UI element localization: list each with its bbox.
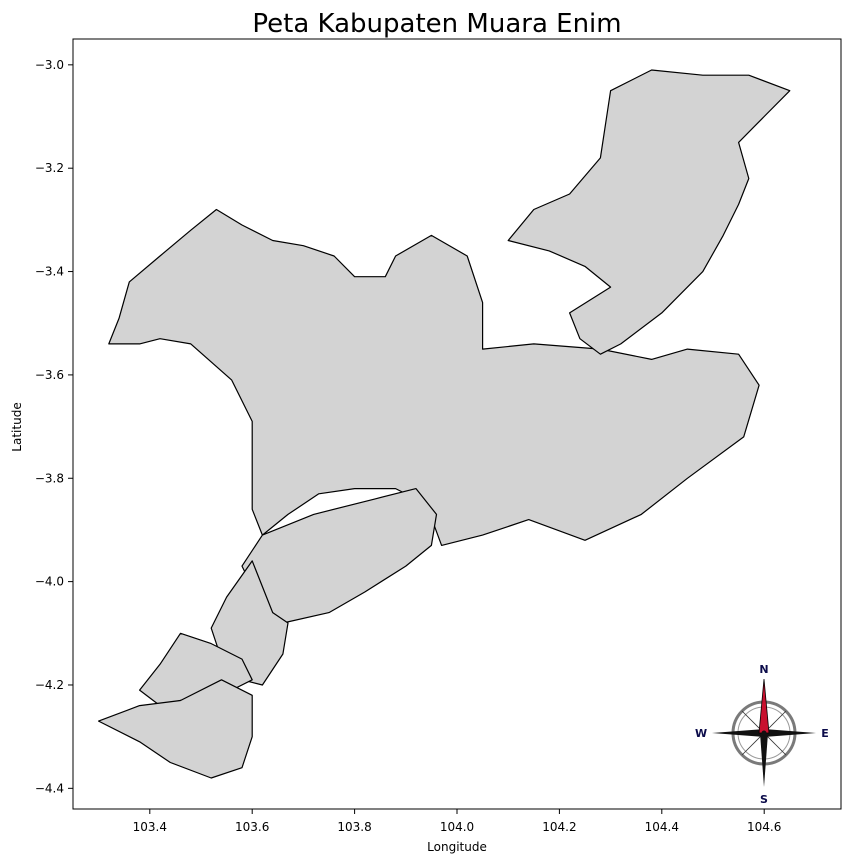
region-2 bbox=[507, 69, 791, 355]
map-title: Peta Kabupaten Muara Enim bbox=[252, 9, 621, 39]
x-tick-label: 103.8 bbox=[337, 820, 371, 834]
compass-label-n: N bbox=[759, 663, 768, 676]
y-tick-label: −3.6 bbox=[35, 368, 64, 382]
y-tick-label: −4.2 bbox=[35, 678, 64, 692]
y-tick-label: −4.4 bbox=[35, 781, 64, 795]
x-tick-label: 104.4 bbox=[645, 820, 679, 834]
regions-layer bbox=[97, 69, 791, 779]
y-tick-label: −4.0 bbox=[35, 575, 64, 589]
y-tick-label: −3.0 bbox=[35, 58, 64, 72]
compass-rose: N E S W bbox=[695, 663, 829, 806]
compass-label-w: W bbox=[695, 727, 707, 740]
x-axis: 103.4 103.6 103.8 104.0 104.2 104.4 104.6 bbox=[133, 809, 781, 834]
y-tick-label: −3.4 bbox=[35, 265, 64, 279]
compass-label-e: E bbox=[821, 727, 829, 740]
x-tick-label: 104.2 bbox=[542, 820, 576, 834]
y-tick-label: −3.8 bbox=[35, 471, 64, 485]
y-axis: −3.0 −3.2 −3.4 −3.6 −3.8 −4.0 −4.2 −4.4 bbox=[35, 58, 73, 795]
x-tick-label: 104.0 bbox=[440, 820, 474, 834]
compass-center bbox=[761, 730, 767, 736]
x-tick-label: 103.6 bbox=[235, 820, 269, 834]
region-6 bbox=[97, 679, 253, 779]
region-1 bbox=[108, 208, 760, 547]
y-axis-label: Latitude bbox=[10, 402, 24, 451]
x-tick-label: 103.4 bbox=[133, 820, 167, 834]
x-tick-label: 104.6 bbox=[747, 820, 781, 834]
y-tick-label: −3.2 bbox=[35, 161, 64, 175]
compass-point-east bbox=[764, 729, 816, 737]
compass-point-west bbox=[712, 729, 764, 737]
x-axis-label: Longitude bbox=[427, 840, 487, 854]
compass-point-south bbox=[760, 733, 768, 787]
compass-label-s: S bbox=[760, 793, 768, 806]
